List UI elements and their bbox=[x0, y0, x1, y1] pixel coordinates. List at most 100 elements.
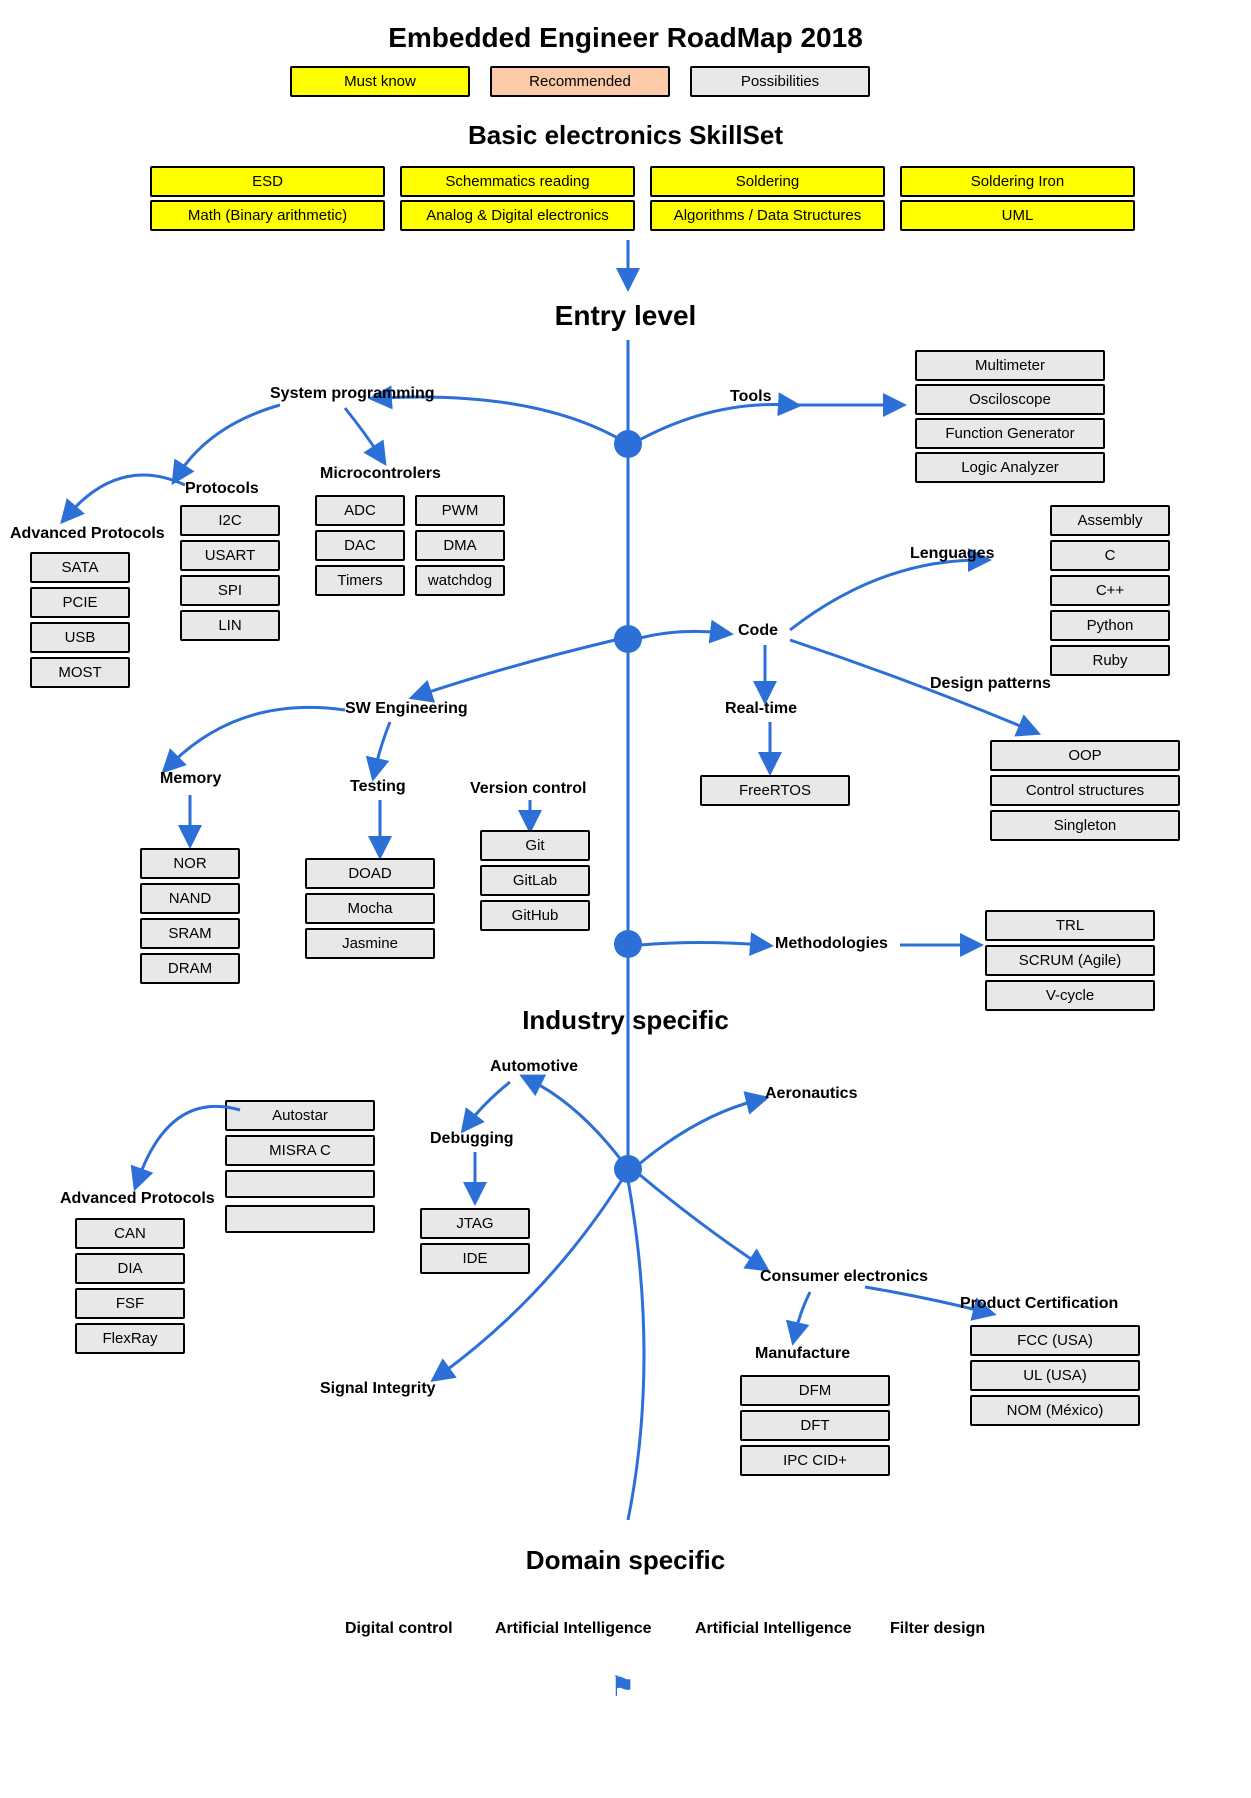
label-designp: Design patterns bbox=[930, 675, 1051, 693]
micro-pwm: PWM bbox=[415, 495, 505, 526]
vcs-github: GitHub bbox=[480, 900, 590, 931]
branch-tools bbox=[630, 395, 800, 450]
proto-spi: SPI bbox=[180, 575, 280, 606]
section-basic-title: Basic electronics SkillSet bbox=[0, 120, 1251, 151]
trunk-method-industry bbox=[610, 955, 650, 1165]
tools-funcgen: Function Generator bbox=[915, 418, 1105, 449]
trunk-code-method bbox=[610, 650, 650, 940]
lang-python: Python bbox=[1050, 610, 1170, 641]
arrow-memory-list bbox=[175, 795, 205, 845]
proto-i2c: I2C bbox=[180, 505, 280, 536]
label-micro: Microcontrolers bbox=[320, 465, 441, 483]
arrow-syspgm-protocols bbox=[170, 405, 290, 485]
basic-soldering: Soldering bbox=[650, 166, 885, 197]
label-manuf: Manufacture bbox=[755, 1345, 850, 1363]
advproto2-dia: DIA bbox=[75, 1253, 185, 1284]
label-testing: Testing bbox=[350, 778, 406, 796]
label-consumer: Consumer electronics bbox=[760, 1268, 928, 1286]
label-syspgm: System programming bbox=[270, 385, 434, 403]
manuf-dft: DFT bbox=[740, 1410, 890, 1441]
vcs-gitlab: GitLab bbox=[480, 865, 590, 896]
arrow-code-realtime bbox=[745, 645, 785, 700]
arrow-syspgm-micro bbox=[335, 408, 395, 463]
label-advproto: Advanced Protocols bbox=[10, 525, 165, 543]
hub-code bbox=[614, 625, 642, 653]
dp-singleton: Singleton bbox=[990, 810, 1180, 841]
lang-ruby: Ruby bbox=[1050, 645, 1170, 676]
arrow-consumer-manuf bbox=[790, 1292, 830, 1342]
micro-dma: DMA bbox=[415, 530, 505, 561]
label-lang: Lenguages bbox=[910, 545, 994, 563]
label-realtime: Real-time bbox=[725, 700, 797, 718]
basic-soldering-iron: Soldering Iron bbox=[900, 166, 1135, 197]
label-tools: Tools bbox=[730, 388, 771, 406]
test-jasmine: Jasmine bbox=[305, 928, 435, 959]
label-aero: Aeronautics bbox=[765, 1085, 857, 1103]
mem-nand: NAND bbox=[140, 883, 240, 914]
trunk-industry-domain bbox=[610, 1180, 670, 1530]
hub-entry bbox=[614, 430, 642, 458]
auto-empty1 bbox=[225, 1170, 375, 1198]
arrow-protocols-adv bbox=[60, 455, 190, 525]
legend-must: Must know bbox=[290, 66, 470, 97]
branch-consumer bbox=[640, 1175, 770, 1275]
proto-usart: USART bbox=[180, 540, 280, 571]
basic-uml: UML bbox=[900, 200, 1135, 231]
arrow-sweng-memory bbox=[160, 705, 350, 775]
manuf-ipc: IPC CID+ bbox=[740, 1445, 890, 1476]
auto-empty2 bbox=[225, 1205, 375, 1233]
cert-nom: NOM (México) bbox=[970, 1395, 1140, 1426]
basic-esd: ESD bbox=[150, 166, 385, 197]
domain-ai2: Artificial Intelligence bbox=[695, 1620, 851, 1638]
test-mocha: Mocha bbox=[305, 893, 435, 924]
debug-jtag: JTAG bbox=[420, 1208, 530, 1239]
branch-method bbox=[640, 935, 770, 955]
label-signal: Signal Integrity bbox=[320, 1380, 436, 1398]
label-vcs: Version control bbox=[470, 780, 586, 798]
micro-adc: ADC bbox=[315, 495, 405, 526]
advproto2-flexray: FlexRay bbox=[75, 1323, 185, 1354]
arrow-vcs-list bbox=[520, 800, 540, 830]
auto-autostar: Autostar bbox=[225, 1100, 375, 1131]
section-entry-title: Entry level bbox=[0, 300, 1251, 332]
arrow-testing-list bbox=[365, 800, 395, 855]
advproto-sata: SATA bbox=[30, 552, 130, 583]
lang-cpp: C++ bbox=[1050, 575, 1170, 606]
domain-digital: Digital control bbox=[345, 1620, 453, 1638]
advproto-usb: USB bbox=[30, 622, 130, 653]
advproto-most: MOST bbox=[30, 657, 130, 688]
label-advproto2: Advanced Protocols bbox=[60, 1190, 215, 1208]
hub-industry bbox=[614, 1155, 642, 1183]
arrow-auto-debug bbox=[460, 1082, 520, 1132]
basic-math: Math (Binary arithmetic) bbox=[150, 200, 385, 231]
tools-logicanalyzer: Logic Analyzer bbox=[915, 452, 1105, 483]
basic-analog-digital: Analog & Digital electronics bbox=[400, 200, 635, 231]
micro-timers: Timers bbox=[315, 565, 405, 596]
advproto2-fsf: FSF bbox=[75, 1288, 185, 1319]
method-trl: TRL bbox=[985, 910, 1155, 941]
tools-multimeter: Multimeter bbox=[915, 350, 1105, 381]
trunk-entry bbox=[610, 340, 650, 440]
branch-code bbox=[640, 623, 730, 643]
trunk-entry-code bbox=[610, 455, 650, 635]
hub-method bbox=[614, 930, 642, 958]
label-memory: Memory bbox=[160, 770, 221, 788]
advproto2-can: CAN bbox=[75, 1218, 185, 1249]
mem-dram: DRAM bbox=[140, 953, 240, 984]
arrow-basic-to-entry bbox=[618, 240, 638, 290]
label-method: Methodologies bbox=[775, 935, 888, 953]
domain-ai1: Artificial Intelligence bbox=[495, 1620, 651, 1638]
auto-misra: MISRA C bbox=[225, 1135, 375, 1166]
mem-sram: SRAM bbox=[140, 918, 240, 949]
method-scrum: SCRUM (Agile) bbox=[985, 945, 1155, 976]
branch-auto bbox=[520, 1075, 630, 1170]
branch-signal bbox=[430, 1175, 630, 1385]
branch-aero bbox=[638, 1095, 768, 1170]
lang-c: C bbox=[1050, 540, 1170, 571]
label-protocols: Protocols bbox=[185, 480, 259, 498]
cert-ul: UL (USA) bbox=[970, 1360, 1140, 1391]
debug-ide: IDE bbox=[420, 1243, 530, 1274]
tools-osciloscope: Osciloscope bbox=[915, 384, 1105, 415]
dp-control: Control structures bbox=[990, 775, 1180, 806]
arrow-sweng-testing bbox=[370, 722, 410, 777]
